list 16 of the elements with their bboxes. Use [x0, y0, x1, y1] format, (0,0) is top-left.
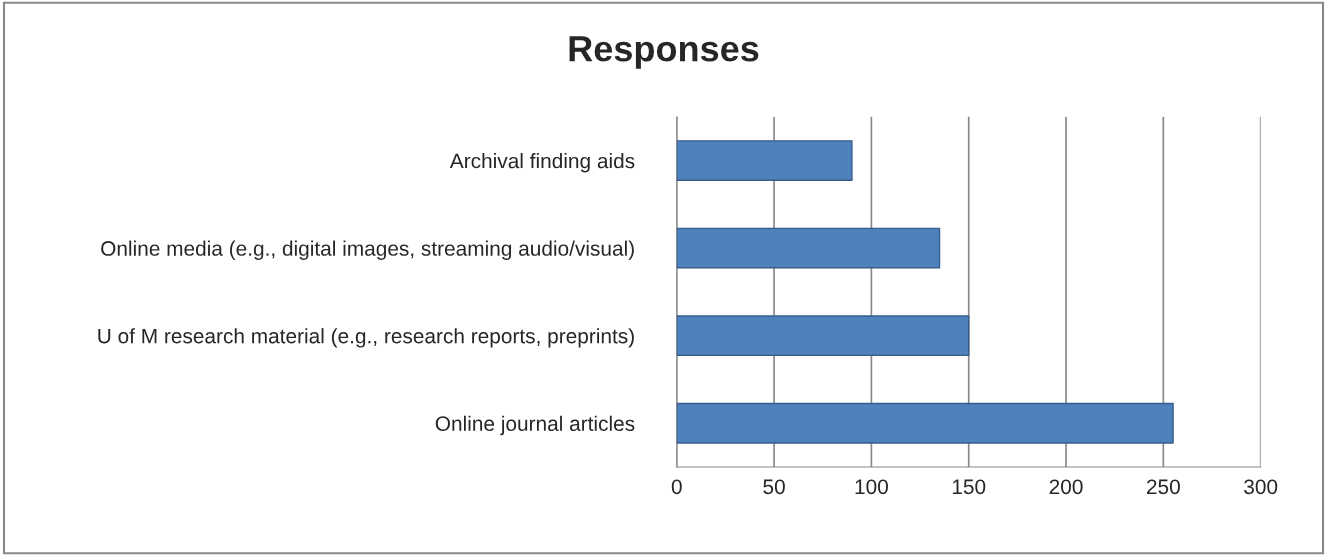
x-tick-label: 200	[1049, 479, 1083, 495]
x-tick-label: 300	[1244, 479, 1278, 495]
y-tick-label: Online journal articles	[435, 415, 635, 436]
chart-title: Responses	[569, 36, 759, 69]
x-tick-label: 150	[952, 479, 986, 495]
bar	[676, 140, 853, 181]
y-tick-label: U of M research material (e.g., research reports, preprints)	[98, 328, 634, 348]
x-tick-label: 250	[1147, 479, 1180, 495]
y-tick-label: Archival finding aids	[449, 153, 635, 173]
x-tick-label: 100	[855, 479, 888, 495]
bar	[676, 402, 1174, 444]
x-tick-label: 50	[763, 479, 785, 495]
x-tick-label: 0	[671, 479, 682, 495]
y-tick-label: Online media (e.g., digital images, streaming audio/visual)	[101, 240, 634, 260]
bar	[676, 315, 970, 357]
bar	[676, 227, 941, 269]
